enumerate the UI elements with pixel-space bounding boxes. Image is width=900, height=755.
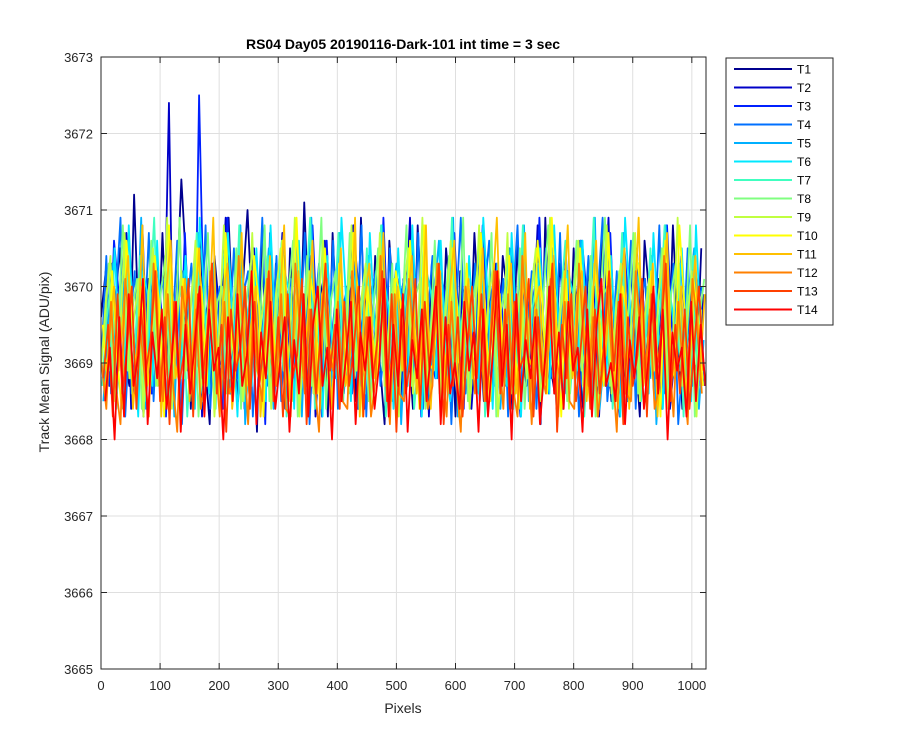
legend-label-t9: T9 [797,211,811,225]
x-tick-label: 100 [149,678,171,693]
y-tick-label: 3673 [64,50,93,65]
x-tick-label: 200 [208,678,230,693]
legend-label-t1: T1 [797,63,811,77]
legend-label-t8: T8 [797,192,811,206]
x-tick-label: 500 [386,678,408,693]
series-lines [101,94,706,441]
x-tick-label: 700 [504,678,526,693]
x-tick-label: 900 [622,678,644,693]
legend-label-t7: T7 [797,174,811,188]
legend-label-t10: T10 [797,229,818,243]
legend-label-t12: T12 [797,266,818,280]
legend-label-t2: T2 [797,81,811,95]
chart-title: RS04 Day05 20190116-Dark-101 int time = … [246,36,560,52]
legend-box [725,57,834,326]
y-tick-label: 3667 [64,509,93,524]
legend-label-t14: T14 [797,303,818,317]
x-tick-label: 400 [326,678,348,693]
legend-label-t3: T3 [797,100,811,114]
legend-label-t5: T5 [797,137,811,151]
x-tick-label: 600 [445,678,467,693]
y-axis-label: Track Mean Signal (ADU/pix) [36,272,52,453]
x-tick-label: 1000 [677,678,706,693]
y-tick-label: 3665 [64,662,93,677]
y-tick-label: 3671 [64,203,93,218]
x-tick-label: 300 [267,678,289,693]
x-tick-label: 0 [97,678,104,693]
legend-label-t13: T13 [797,285,818,299]
x-tick-label: 800 [563,678,585,693]
plot-area: 0 100 200 300 400 500 600 700 800 900 1000 3665 3666… [64,50,707,693]
y-tick-label: 3668 [64,433,93,448]
y-tick-label: 3672 [64,127,93,142]
legend-label-t4: T4 [797,118,811,132]
y-tick-label: 3670 [64,280,93,295]
y-tick-label: 3669 [64,356,93,371]
series-line-t14 [104,270,706,441]
y-tick-label: 3666 [64,586,93,601]
legend: T1 T2 T3 T4 T5 T6 T7 T8 T9 T10 T11 T12 T13 T14 [725,57,834,326]
legend-label-t6: T6 [797,155,811,169]
x-axis-label: Pixels [384,700,421,716]
legend-label-t11: T11 [797,248,817,262]
